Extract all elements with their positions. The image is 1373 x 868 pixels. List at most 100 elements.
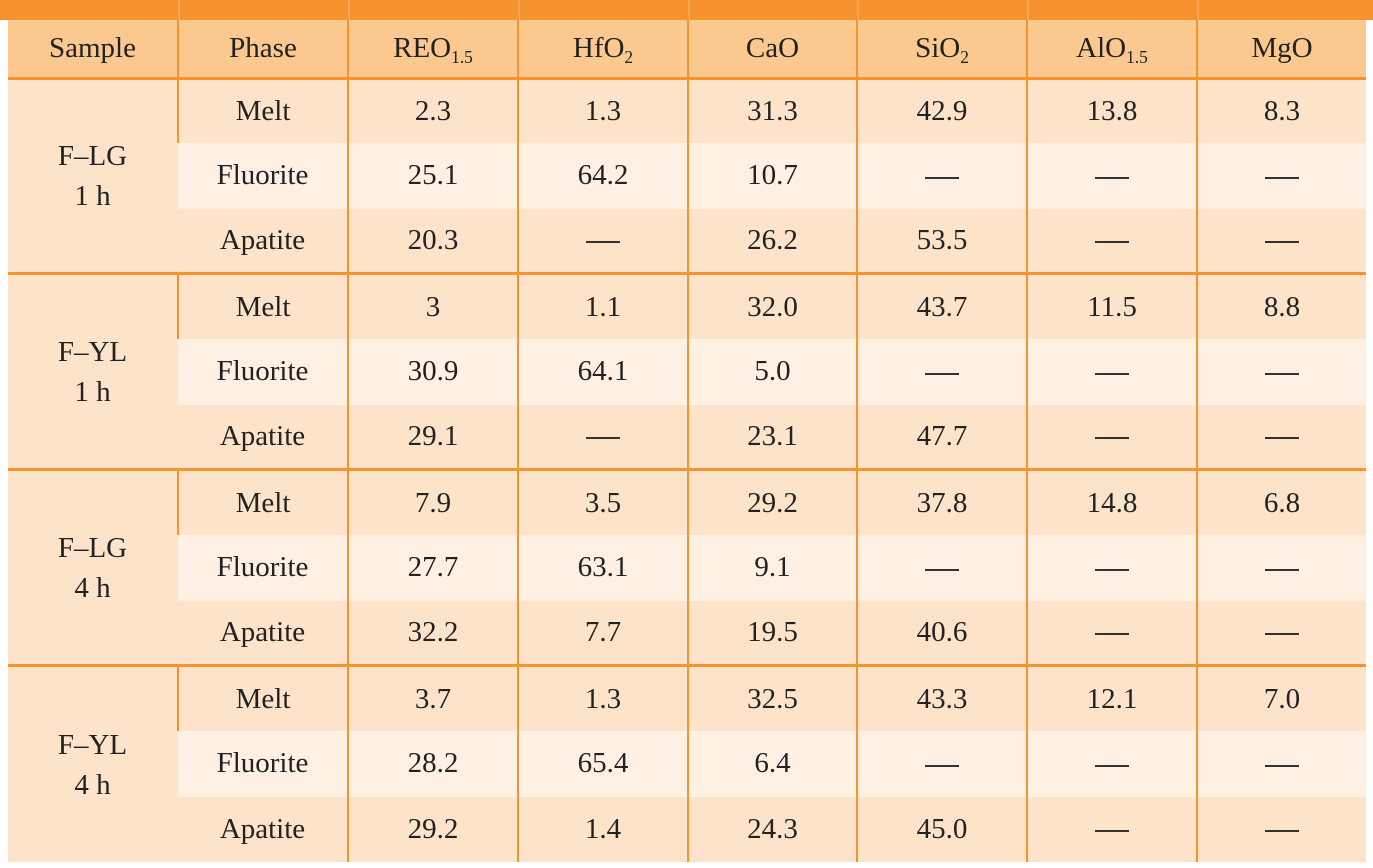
value-cell: 29.2 bbox=[347, 796, 518, 862]
value-cell: 31.3 bbox=[687, 78, 857, 144]
column-header-label: CaO bbox=[745, 31, 800, 64]
value-cell bbox=[856, 731, 1027, 797]
empty-value-dash bbox=[1095, 437, 1129, 440]
table-row: Fluorite 27.7 63.1 9.1 bbox=[8, 535, 1366, 601]
empty-value-dash bbox=[1095, 764, 1129, 767]
value-cell bbox=[1026, 796, 1197, 862]
top-accent-bar bbox=[0, 0, 1373, 20]
value-cell: 1.1 bbox=[517, 273, 688, 340]
value-cell bbox=[1196, 339, 1366, 405]
sample-label-line: F–LG bbox=[57, 139, 128, 172]
value-cell: 12.1 bbox=[1026, 665, 1197, 732]
value-text: 3.5 bbox=[584, 486, 622, 519]
value-text: 25.1 bbox=[407, 159, 459, 192]
value-cell bbox=[1026, 535, 1197, 601]
value-cell bbox=[1196, 796, 1366, 862]
value-cell bbox=[1026, 731, 1197, 797]
sample-cell: F–YL 4 h bbox=[8, 665, 178, 862]
value-cell: 45.0 bbox=[856, 796, 1027, 862]
value-cell: 65.4 bbox=[517, 731, 688, 797]
table-row: Fluorite 25.1 64.2 10.7 bbox=[8, 143, 1366, 209]
table-row: Apatite 29.1 23.1 47.7 bbox=[8, 404, 1366, 472]
column-header: Phase bbox=[177, 20, 348, 80]
value-text: 14.8 bbox=[1086, 486, 1138, 519]
column-header-label: Sample bbox=[49, 31, 136, 64]
table-row: F–LG 1 h Melt 2.3 1.3 31.3 42.9 13.8 8.3 bbox=[8, 78, 1366, 276]
value-cell bbox=[1026, 339, 1197, 405]
column-header: CaO bbox=[687, 20, 857, 80]
value-text: 1.1 bbox=[584, 290, 622, 323]
table-row: Fluorite 30.9 64.1 5.0 bbox=[8, 339, 1366, 405]
value-text: 6.8 bbox=[1263, 486, 1301, 519]
value-cell: 7.9 bbox=[347, 469, 518, 536]
column-header-subscript: 1.5 bbox=[1126, 46, 1148, 67]
empty-value-dash bbox=[1095, 568, 1129, 571]
value-cell: 32.0 bbox=[687, 273, 857, 340]
value-cell: 7.7 bbox=[517, 600, 688, 668]
value-text: 37.8 bbox=[916, 486, 968, 519]
value-cell: 6.8 bbox=[1196, 469, 1366, 536]
value-cell: 23.1 bbox=[687, 404, 857, 472]
sample-label-line: F–YL bbox=[57, 335, 128, 368]
value-text: 40.6 bbox=[916, 616, 968, 649]
value-text: 32.5 bbox=[747, 682, 798, 715]
empty-value-dash bbox=[1265, 241, 1299, 244]
value-cell bbox=[1196, 535, 1366, 601]
value-text: 20.3 bbox=[407, 224, 459, 257]
value-text: 6.4 bbox=[754, 747, 791, 780]
empty-value-dash bbox=[925, 176, 959, 179]
empty-value-dash bbox=[1265, 568, 1299, 571]
value-text: 8.3 bbox=[1263, 94, 1301, 127]
value-text: 23.1 bbox=[747, 420, 798, 453]
value-cell bbox=[1196, 208, 1366, 276]
value-cell: 13.8 bbox=[1026, 78, 1197, 144]
sample-label-line: 4 h bbox=[74, 571, 111, 604]
value-cell: 25.1 bbox=[347, 143, 518, 209]
value-text: 53.5 bbox=[916, 224, 968, 257]
empty-value-dash bbox=[1095, 830, 1129, 833]
column-header: AlO1.5 bbox=[1026, 20, 1197, 80]
table-row: Apatite 20.3 26.2 53.5 bbox=[8, 208, 1366, 276]
phase-cell: Melt bbox=[177, 273, 348, 340]
value-text: 63.1 bbox=[577, 551, 629, 584]
value-text: 32.0 bbox=[747, 290, 798, 323]
value-cell: 37.8 bbox=[856, 469, 1027, 536]
table-body: F–LG 1 h Melt 2.3 1.3 31.3 42.9 13.8 8.3 Fluorite… bbox=[8, 78, 1366, 862]
empty-value-dash bbox=[925, 372, 959, 375]
value-text: 24.3 bbox=[747, 812, 798, 845]
value-text: 3.7 bbox=[414, 682, 452, 715]
empty-value-dash bbox=[925, 568, 959, 571]
value-text: 3 bbox=[425, 290, 441, 323]
table-header: Sample Phase REO1.5 HfO2 CaO SiO2 AlO1.5 MgO bbox=[8, 20, 1366, 80]
value-cell: 53.5 bbox=[856, 208, 1027, 276]
sample-label-line: F–YL bbox=[57, 728, 128, 761]
value-text: 47.7 bbox=[916, 420, 968, 453]
value-cell: 28.2 bbox=[347, 731, 518, 797]
value-cell bbox=[517, 208, 688, 276]
value-cell bbox=[1196, 731, 1366, 797]
sample-label-line: 1 h bbox=[74, 375, 111, 408]
phase-cell: Fluorite bbox=[178, 535, 348, 601]
value-text: 27.7 bbox=[407, 551, 459, 584]
empty-value-dash bbox=[1095, 633, 1129, 636]
value-text: 12.1 bbox=[1086, 682, 1138, 715]
empty-value-dash bbox=[1095, 241, 1129, 244]
column-header: HfO2 bbox=[517, 20, 688, 80]
value-cell: 1.3 bbox=[517, 78, 688, 144]
value-cell bbox=[1026, 600, 1197, 668]
value-cell bbox=[1196, 404, 1366, 472]
value-text: 7.7 bbox=[584, 616, 622, 649]
value-cell: 3 bbox=[347, 273, 518, 340]
empty-value-dash bbox=[586, 241, 620, 244]
table-row: F–YL 4 h Melt 3.7 1.3 32.5 43.3 12.1 7.0 bbox=[8, 665, 1366, 862]
empty-value-dash bbox=[1265, 176, 1299, 179]
value-text: 65.4 bbox=[577, 747, 629, 780]
value-cell: 43.7 bbox=[856, 273, 1027, 340]
value-text: 43.7 bbox=[916, 290, 968, 323]
phase-cell: Fluorite bbox=[178, 731, 348, 797]
phase-cell: Apatite bbox=[178, 208, 348, 276]
value-cell: 24.3 bbox=[687, 796, 857, 862]
value-cell: 3.5 bbox=[517, 469, 688, 536]
sample-label-line: F–LG bbox=[57, 531, 128, 564]
